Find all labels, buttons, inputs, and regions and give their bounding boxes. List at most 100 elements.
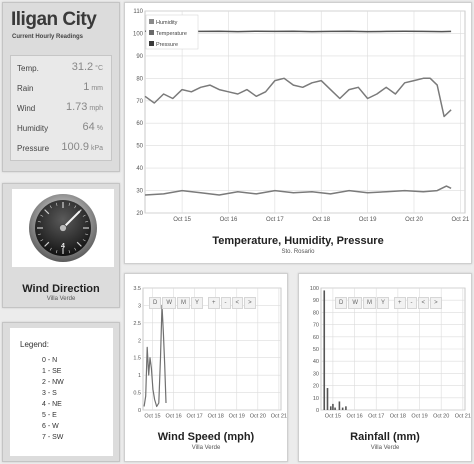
reading-unit: °C — [95, 65, 103, 72]
legend-swatch — [149, 30, 154, 35]
y-tick-label: 70 — [136, 99, 143, 105]
reading-unit: mm — [91, 85, 103, 92]
y-tick-label: 2 — [138, 338, 141, 344]
reading-unit: kPa — [90, 145, 103, 152]
x-tick-label: Oct 21 — [455, 414, 471, 420]
wind-range-toolbar: D W M Y + - < > — [149, 297, 257, 309]
x-tick-label: Oct 15 — [173, 217, 191, 223]
x-tick-label: Oct 16 — [346, 414, 362, 420]
current-readings-panel: Iligan City Current Hourly Readings Temp… — [2, 2, 120, 172]
reading-value: 100.9 — [61, 141, 89, 153]
wind-direction-gauge: 4 — [29, 194, 97, 262]
reading-label: Wind — [17, 104, 36, 113]
gauge-tick — [85, 220, 89, 223]
temperature-line — [144, 185, 452, 196]
main-chart-title: Temperature, Humidity, Pressure — [212, 235, 384, 247]
plot-area — [144, 10, 466, 214]
rainfall-bar — [329, 406, 332, 410]
gauge-tick — [55, 250, 58, 254]
gauge-tick — [55, 202, 58, 206]
zoom-out-button[interactable]: - — [406, 297, 417, 309]
legend-label: Humidity — [156, 20, 178, 26]
y-tick-label: 90 — [313, 298, 319, 304]
y-tick-label: 60 — [136, 121, 143, 127]
gauge-value-label: 4 — [61, 243, 65, 250]
rain-range-toolbar: D W M Y + - < > — [335, 297, 443, 309]
legend-item: 6 - W — [42, 423, 59, 430]
reading-value: 1.73 — [65, 101, 88, 113]
legend-panel: Legend: 0 - N 1 - SE 2 - NW 3 - S 4 - NE… — [2, 322, 120, 462]
y-tick-label: 10 — [313, 396, 319, 402]
range-month-button[interactable]: M — [363, 297, 377, 309]
reading-label: Rain — [17, 84, 34, 93]
rainfall-bar — [334, 407, 336, 410]
reading-humidity: Humidity 64% — [11, 118, 111, 138]
x-tick-label: Oct 16 — [165, 414, 181, 420]
gauge-tick — [44, 209, 50, 215]
reading-pressure: Pressure 100.9 kPa — [11, 138, 111, 158]
range-year-button[interactable]: Y — [191, 297, 204, 309]
gauge-tick — [37, 220, 41, 223]
gauge-ticks — [37, 202, 89, 254]
pan-left-button[interactable]: < — [231, 297, 244, 309]
x-tick-label: Oct 17 — [266, 217, 284, 223]
y-tick-label: 50 — [136, 144, 143, 150]
legend-item: 4 - NE — [42, 401, 62, 408]
legend-box: Legend: 0 - N 1 - SE 2 - NW 3 - S 4 - NE… — [10, 328, 113, 456]
y-tick-label: 110 — [133, 9, 143, 15]
pan-right-button[interactable]: > — [244, 297, 256, 309]
y-tick-label: 30 — [136, 189, 143, 195]
y-tick-label: 3 — [138, 303, 141, 309]
range-year-button[interactable]: Y — [377, 297, 390, 309]
reading-unit: % — [96, 125, 103, 132]
legend-item: 7 - SW — [42, 434, 64, 441]
gauge-tick — [85, 233, 89, 236]
y-tick-label: 3.5 — [133, 286, 141, 292]
series-line — [143, 304, 167, 408]
zoom-in-button[interactable]: + — [208, 297, 220, 309]
y-tick-label: 80 — [313, 310, 319, 316]
gauge-tick — [37, 233, 41, 236]
pan-right-button[interactable]: > — [430, 297, 442, 309]
reading-rain: Rain 1 mm — [11, 78, 111, 98]
wind-direction-title: Wind Direction — [22, 283, 100, 295]
reading-wind: Wind 1.73 mph — [11, 98, 111, 118]
legend-item: 5 - E — [42, 412, 57, 419]
city-name: Iligan City — [11, 9, 97, 30]
wind-speed-title: Wind Speed (mph) — [157, 431, 255, 443]
x-tick-label: Oct 17 — [368, 414, 384, 420]
gauge-tick — [49, 247, 52, 251]
y-tick-label: 0.5 — [133, 391, 141, 397]
range-day-button[interactable]: D — [149, 297, 162, 309]
y-tick-label: 20 — [313, 384, 319, 390]
gauge-tick — [44, 241, 50, 247]
y-tick-label: 100 — [310, 286, 319, 292]
y-tick-label: 40 — [136, 166, 143, 172]
x-tick-label: Oct 15 — [144, 414, 160, 420]
gauge-tick — [74, 205, 77, 209]
y-tick-label: 70 — [313, 323, 319, 329]
rainfall-bar — [332, 403, 334, 410]
pan-left-button[interactable]: < — [417, 297, 430, 309]
zoom-in-button[interactable]: + — [394, 297, 406, 309]
gauge-tick — [40, 239, 44, 242]
rainfall-bar — [341, 407, 344, 410]
range-week-button[interactable]: W — [348, 297, 363, 309]
legend-box — [145, 14, 199, 50]
zoom-out-button[interactable]: - — [220, 297, 231, 309]
x-tick-label: Oct 17 — [187, 414, 203, 420]
gauge-tick — [76, 241, 82, 247]
wind-direction-location: Villa Verde — [46, 296, 76, 302]
reading-label: Temp. — [17, 64, 39, 73]
humidity-line — [144, 77, 452, 118]
x-tick-label: Oct 20 — [250, 414, 266, 420]
reading-value: 1 — [83, 81, 90, 93]
chart-legend: Humidity Temperature Pressure — [145, 14, 199, 50]
gauge-tick — [82, 214, 86, 217]
temp-humidity-pressure-chart: 20 30 40 50 60 70 80 90 100 110 Oct 15 Oct 16 Oct 17… — [133, 9, 470, 223]
range-month-button[interactable]: M — [177, 297, 191, 309]
range-week-button[interactable]: W — [162, 297, 177, 309]
range-day-button[interactable]: D — [335, 297, 348, 309]
rainfall-subtitle: Villa Verde — [370, 445, 400, 451]
rainfall-bar — [338, 401, 341, 410]
